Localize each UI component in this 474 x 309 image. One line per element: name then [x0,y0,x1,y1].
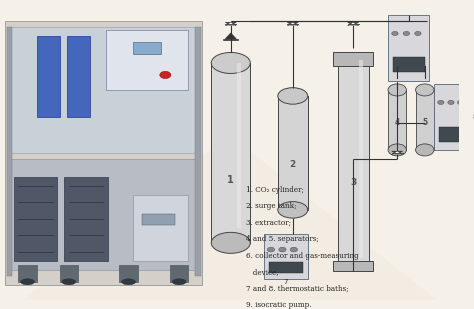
FancyBboxPatch shape [333,261,374,271]
Ellipse shape [62,279,76,285]
Ellipse shape [211,53,250,74]
Ellipse shape [172,279,186,285]
FancyBboxPatch shape [211,63,250,243]
FancyBboxPatch shape [416,90,434,150]
Polygon shape [347,22,359,26]
Text: 2. surge tank;: 2. surge tank; [246,202,296,210]
Ellipse shape [388,84,406,96]
Text: 8: 8 [472,114,474,120]
FancyBboxPatch shape [438,127,464,142]
FancyBboxPatch shape [264,234,308,279]
FancyBboxPatch shape [337,57,369,267]
FancyBboxPatch shape [333,53,374,66]
FancyBboxPatch shape [133,42,161,54]
Polygon shape [392,151,403,155]
Text: 6. collector and gas-measuring: 6. collector and gas-measuring [246,252,358,260]
Text: 7 and 8. thermostatic baths;: 7 and 8. thermostatic baths; [246,285,348,293]
Text: 1: 1 [228,175,234,185]
Circle shape [279,247,286,252]
Circle shape [438,100,444,104]
FancyBboxPatch shape [434,84,468,150]
FancyBboxPatch shape [64,177,108,261]
Polygon shape [287,22,298,26]
Text: 3. extractor;: 3. extractor; [246,219,291,227]
Circle shape [267,247,274,252]
Text: 3: 3 [350,178,356,187]
FancyBboxPatch shape [388,90,406,150]
Text: 7: 7 [283,279,288,286]
Circle shape [415,31,421,36]
Polygon shape [225,22,236,26]
Circle shape [290,247,298,252]
FancyBboxPatch shape [278,96,308,210]
Circle shape [392,31,398,36]
Polygon shape [225,33,236,39]
Ellipse shape [278,88,308,104]
Text: 5: 5 [422,118,428,127]
Text: 1. CO₂ cylinder;: 1. CO₂ cylinder; [246,186,304,194]
Text: 2: 2 [290,160,296,169]
Circle shape [403,31,410,36]
Circle shape [160,71,171,78]
Text: 9. isocratic pump.: 9. isocratic pump. [246,301,311,309]
FancyBboxPatch shape [9,27,198,153]
Circle shape [457,100,464,104]
FancyBboxPatch shape [18,265,37,282]
FancyBboxPatch shape [237,63,241,228]
Ellipse shape [21,279,35,285]
FancyBboxPatch shape [392,57,425,72]
FancyBboxPatch shape [106,30,188,90]
FancyBboxPatch shape [5,21,202,285]
FancyBboxPatch shape [269,262,303,273]
FancyBboxPatch shape [388,15,429,81]
FancyBboxPatch shape [9,159,198,270]
FancyBboxPatch shape [119,265,138,282]
Ellipse shape [211,232,250,253]
Polygon shape [392,151,403,155]
FancyBboxPatch shape [195,27,201,276]
FancyBboxPatch shape [133,195,188,261]
Text: device,: device, [246,268,278,276]
FancyBboxPatch shape [142,214,174,225]
Ellipse shape [388,144,406,156]
FancyBboxPatch shape [60,265,78,282]
FancyBboxPatch shape [170,265,188,282]
Text: 4: 4 [394,118,400,127]
FancyBboxPatch shape [37,36,60,117]
Ellipse shape [122,279,136,285]
Polygon shape [347,22,359,26]
FancyBboxPatch shape [66,36,90,117]
Ellipse shape [416,84,434,96]
Polygon shape [23,135,436,300]
Polygon shape [287,22,298,26]
FancyBboxPatch shape [359,60,363,258]
Circle shape [448,100,454,104]
FancyBboxPatch shape [7,27,12,276]
FancyBboxPatch shape [14,177,57,261]
Text: 4 and 5. separators;: 4 and 5. separators; [246,235,319,243]
Polygon shape [225,22,236,26]
Ellipse shape [416,144,434,156]
Ellipse shape [278,201,308,218]
